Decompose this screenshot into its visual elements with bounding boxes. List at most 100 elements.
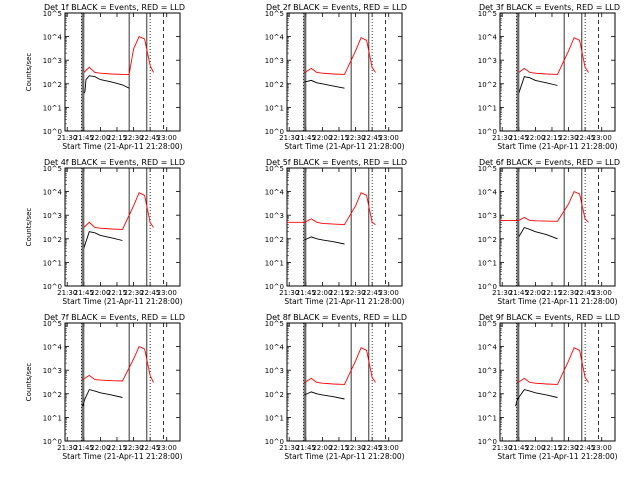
x-tick-label: 21:45 [509, 444, 529, 452]
x-tick-label: 21:45 [74, 444, 94, 452]
panel-det-8: Det 8f BLACK = Events, RED = LLD 10^0 10^1… [265, 313, 407, 461]
panel-title: Det 2f BLACK = Events, RED = LLD [266, 3, 407, 12]
y-tick-label: 10^0 [265, 283, 284, 291]
plot-frame [499, 322, 616, 442]
y-tick-label: 10^3 [478, 367, 497, 375]
panel-title: Det 9f BLACK = Events, RED = LLD [479, 313, 620, 322]
x-tick-label: 22:30 [345, 134, 365, 142]
x-tick-label: 21:30 [279, 444, 299, 452]
x-tick-label: 22:45 [362, 289, 382, 297]
y-tick-label: 10^0 [265, 438, 284, 446]
x-tick-label: 22:15 [329, 134, 349, 142]
y-tick-label: 10^2 [43, 391, 62, 399]
x-tick-label: 22:30 [558, 289, 578, 297]
x-tick-label: 22:15 [329, 444, 349, 452]
x-tick-label: 23:00 [379, 289, 399, 297]
y-tick-label: 10^3 [265, 57, 284, 65]
x-tick-label: 22:45 [140, 444, 160, 452]
y-tick-label: 10^3 [478, 57, 497, 65]
x-tick-label: 22:30 [123, 134, 143, 142]
x-tick-label: 22:15 [107, 289, 127, 297]
x-tick-label: 21:30 [57, 444, 77, 452]
y-tick-label: 10^0 [478, 128, 497, 136]
y-tick-label: 10^4 [43, 34, 63, 42]
x-tick-label: 23:00 [157, 289, 177, 297]
series-line-events [518, 76, 558, 94]
x-tick-label: 22:15 [542, 289, 562, 297]
x-tick-label: 21:30 [57, 289, 77, 297]
y-tick-label: 10^4 [478, 189, 498, 197]
x-tick-label: 22:45 [362, 134, 382, 142]
series-line-events [83, 231, 123, 249]
x-tick-label: 22:00 [312, 289, 332, 297]
x-tick-label: 22:45 [575, 134, 595, 142]
y-tick-label: 10^1 [478, 104, 497, 112]
y-tick-label: 10^1 [265, 104, 284, 112]
series-line-events [304, 79, 345, 89]
series-line-events [83, 75, 130, 94]
panel-det-7: Det 7f BLACK = Events, RED = LLD 10^0 10^1… [25, 313, 185, 461]
y-tick-label: 10^5 [265, 10, 284, 18]
x-tick-label: 22:30 [345, 444, 365, 452]
panel-det-5: Det 5f BLACK = Events, RED = LLD 10^0 10^1… [265, 158, 407, 306]
x-tick-label: 22:30 [123, 444, 143, 452]
x-tick-label: 21:45 [509, 289, 529, 297]
series-line-lld [287, 192, 376, 226]
panel-det-4: Det 4f BLACK = Events, RED = LLD 10^0 10^1… [25, 158, 185, 306]
x-tick-label: 21:30 [279, 134, 299, 142]
y-tick-label: 10^5 [43, 165, 62, 173]
plot-frame [64, 12, 181, 132]
x-tick-label: 22:00 [90, 444, 110, 452]
y-tick-label: 10^3 [478, 212, 497, 220]
x-tick-label: 21:30 [492, 289, 512, 297]
y-tick-label: 10^1 [478, 259, 497, 267]
x-tick-label: 22:15 [542, 444, 562, 452]
plot-frame [64, 322, 181, 442]
x-tick-label: 21:45 [509, 134, 529, 142]
y-axis-label: Counts/sec [25, 363, 33, 402]
y-tick-label: 10^1 [43, 259, 62, 267]
x-tick-label: 22:45 [575, 444, 595, 452]
series-line-lld [82, 346, 154, 383]
y-tick-label: 10^5 [265, 320, 284, 328]
x-tick-label: 22:30 [345, 289, 365, 297]
x-tick-label: 22:45 [575, 289, 595, 297]
x-tick-label: 21:45 [74, 289, 94, 297]
y-tick-label: 10^2 [265, 81, 284, 89]
x-tick-label: 21:45 [296, 134, 316, 142]
series-line-lld [83, 192, 154, 230]
panel-title: Det 8f BLACK = Events, RED = LLD [266, 313, 407, 322]
x-tick-label: 23:00 [592, 444, 612, 452]
x-axis-label: Start Time (21-Apr-11 21:28:00) [62, 142, 182, 151]
y-tick-label: 10^5 [478, 10, 497, 18]
x-tick-label: 21:30 [492, 134, 512, 142]
y-tick-label: 10^0 [478, 283, 497, 291]
x-axis-label: Start Time (21-Apr-11 21:28:00) [497, 142, 617, 151]
y-tick-label: 10^4 [43, 189, 63, 197]
series-line-events [304, 236, 345, 245]
y-tick-label: 10^0 [43, 438, 62, 446]
plot-frame [499, 12, 616, 132]
x-tick-label: 22:00 [90, 289, 110, 297]
y-tick-label: 10^5 [478, 320, 497, 328]
y-axis-label: Counts/sec [25, 208, 33, 247]
x-tick-label: 22:15 [542, 134, 562, 142]
plot-frame [499, 167, 616, 287]
series-line-events [304, 391, 345, 400]
x-tick-label: 22:45 [140, 134, 160, 142]
y-tick-label: 10^4 [478, 34, 498, 42]
x-tick-label: 23:00 [379, 134, 399, 142]
y-tick-label: 10^5 [43, 320, 62, 328]
y-tick-label: 10^0 [43, 128, 62, 136]
x-tick-label: 22:15 [107, 134, 127, 142]
y-tick-label: 10^2 [43, 236, 62, 244]
x-tick-label: 22:30 [558, 134, 578, 142]
panel-title: Det 3f BLACK = Events, RED = LLD [479, 3, 620, 12]
x-axis-label: Start Time (21-Apr-11 21:28:00) [284, 142, 404, 151]
y-tick-label: 10^2 [478, 391, 497, 399]
panel-det-2: Det 2f BLACK = Events, RED = LLD 10^0 10^1… [265, 3, 407, 151]
panel-title: Det 7f BLACK = Events, RED = LLD [44, 313, 185, 322]
y-tick-label: 10^2 [265, 236, 284, 244]
y-tick-label: 10^5 [478, 165, 497, 173]
y-tick-label: 10^5 [43, 10, 62, 18]
